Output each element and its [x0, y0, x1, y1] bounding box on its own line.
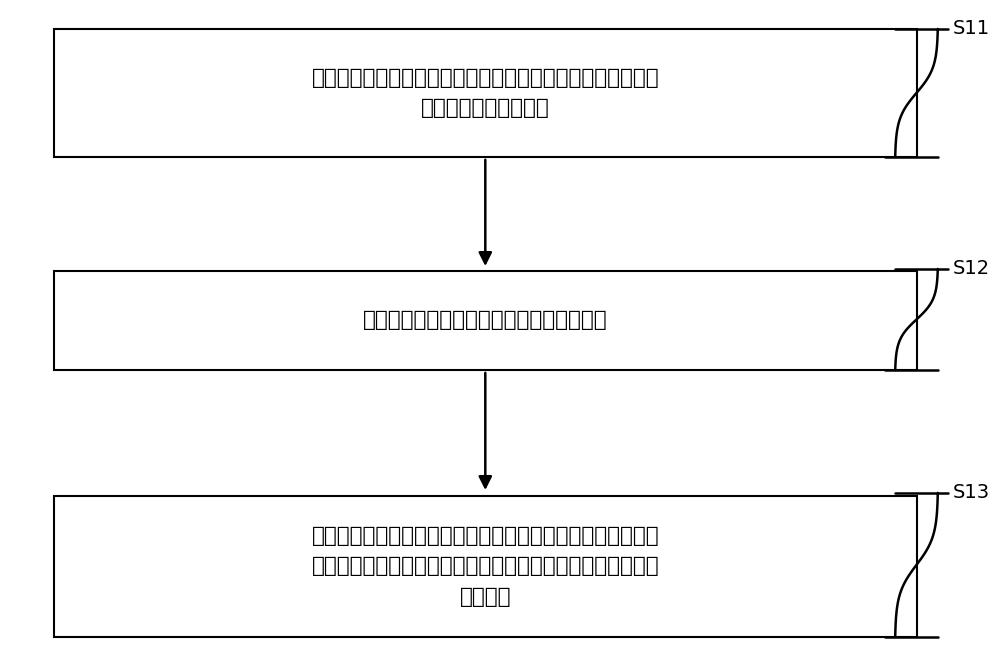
- Text: S12: S12: [953, 259, 990, 278]
- Text: 的气候指标及土壤指标: 的气候指标及土壤指标: [421, 99, 550, 118]
- Text: 标重金属: 标重金属: [460, 587, 511, 607]
- Text: 获取植物预测模型所输出的目标区域对应的治理植物，治理植: 获取植物预测模型所输出的目标区域对应的治理植物，治理植: [311, 526, 659, 546]
- Text: 获取目标区域的环境指标，其中，环境指标至少包括目标区域: 获取目标区域的环境指标，其中，环境指标至少包括目标区域: [311, 67, 659, 88]
- Text: S11: S11: [953, 20, 990, 39]
- FancyBboxPatch shape: [54, 270, 916, 370]
- Text: 将目标区域的环境指标输入植物预测模型中: 将目标区域的环境指标输入植物预测模型中: [363, 310, 608, 330]
- Text: 物符合目标区域的气候指标，且能够吸收土壤指标中记录的超: 物符合目标区域的气候指标，且能够吸收土壤指标中记录的超: [311, 556, 659, 577]
- FancyBboxPatch shape: [54, 29, 916, 157]
- Text: S13: S13: [953, 483, 990, 502]
- FancyBboxPatch shape: [54, 496, 916, 637]
